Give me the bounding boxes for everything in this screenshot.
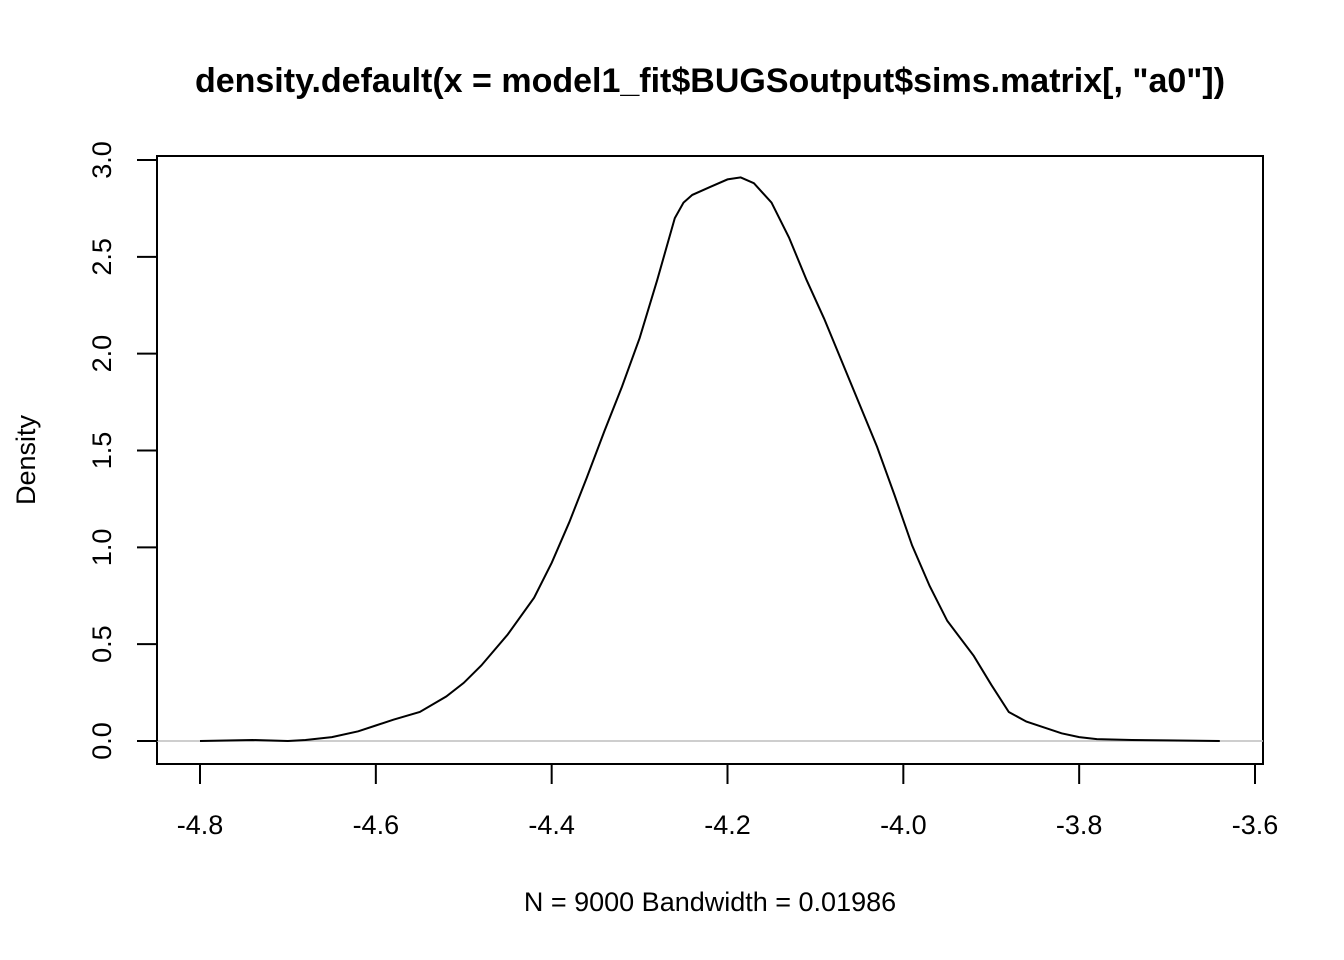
x-tick-label: -3.6: [1232, 810, 1279, 840]
y-tick-label: 3.0: [87, 141, 117, 179]
y-tick-label: 1.0: [87, 529, 117, 567]
y-axis-label: Density: [11, 414, 41, 505]
x-axis: -4.8 -4.6 -4.4 -4.2 -4.0 -3.8 -3.6: [177, 763, 1279, 840]
y-axis: 0.0 0.5 1.0 1.5 2.0 2.5 3.0: [87, 141, 158, 760]
x-tick-label: -4.2: [704, 810, 751, 840]
y-tick-label: 2.0: [87, 335, 117, 373]
x-tick-label: -3.8: [1056, 810, 1103, 840]
x-tick-label: -4.0: [880, 810, 927, 840]
density-curve: [199, 176, 1220, 743]
x-axis-label: N = 9000 Bandwidth = 0.01986: [524, 887, 896, 917]
x-tick-label: -4.4: [528, 810, 575, 840]
y-tick-label: 0.0: [87, 722, 117, 760]
y-tick-label: 2.5: [87, 238, 117, 276]
x-tick-label: -4.6: [353, 810, 400, 840]
y-tick-label: 1.5: [87, 432, 117, 470]
y-tick-label: 0.5: [87, 625, 117, 663]
chart-title: density.default(x = model1_fit$BUGSoutpu…: [195, 62, 1225, 100]
plot-frame: [156, 155, 1264, 765]
x-tick-label: -4.8: [177, 810, 224, 840]
